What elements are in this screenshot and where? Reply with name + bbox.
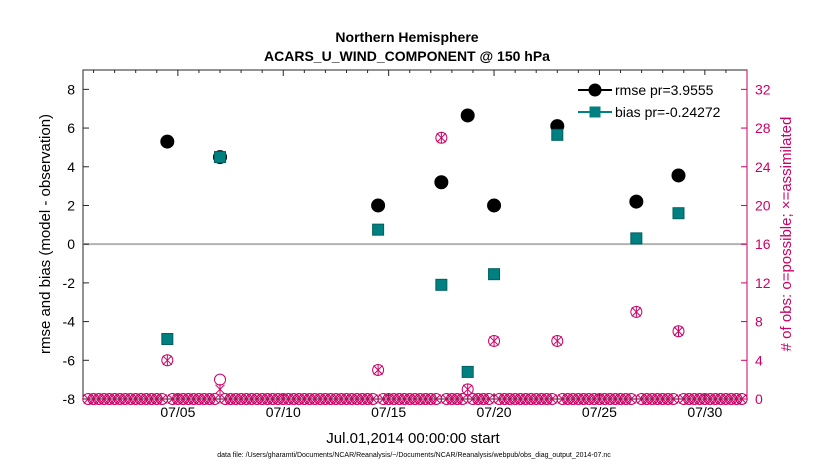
legend-rmse-label: rmse pr=3.9555 <box>615 82 714 98</box>
obs-assimilated-marker <box>668 394 679 404</box>
y-left-tick-label: -6 <box>63 352 76 368</box>
y-right-tick-label: 32 <box>755 81 771 97</box>
y-left-tick-label: -4 <box>63 314 76 330</box>
y-right-tick-label: 28 <box>755 120 771 136</box>
x-tick-label: 07/20 <box>477 404 512 420</box>
obs-assimilated-marker <box>547 394 557 404</box>
rmse-point <box>629 194 644 209</box>
x-tick-label: 07/05 <box>160 404 195 420</box>
y-left-tick-label: 0 <box>67 236 75 252</box>
y-right-tick-label: 4 <box>755 352 763 368</box>
legend: rmse pr=3.9555 bias pr=-0.24272 <box>572 75 738 125</box>
plot-area: 07/05 07/10 07/15 07/20 07/25 07/30 -8 -6 -4 -2 0 2… <box>63 69 771 420</box>
y-left-tick-label: 6 <box>67 120 75 136</box>
obs-assimilated-marker <box>457 394 468 404</box>
legend-bias-label: bias pr=-0.24272 <box>615 104 721 120</box>
rmse-point <box>371 198 386 213</box>
obs-assimilated-marker <box>157 394 167 404</box>
legend-rmse-marker-icon <box>588 83 602 97</box>
rmse-point <box>160 134 175 149</box>
obs-possible-marker <box>735 393 748 405</box>
rmse-point <box>671 168 686 183</box>
bias-point <box>461 365 474 378</box>
obs-assimilated-marker <box>367 394 378 404</box>
y-left-tick-label: 2 <box>67 197 75 213</box>
bias-point <box>551 128 564 141</box>
bias-point <box>214 151 227 164</box>
x-tick-label: 07/10 <box>266 404 301 420</box>
obs-assimilated-marker <box>209 394 220 404</box>
rmse-point <box>460 108 475 123</box>
y-right-tick-label: 12 <box>755 275 771 291</box>
x-tick-label: 07/15 <box>371 404 406 420</box>
legend-bias-marker-icon <box>589 106 601 118</box>
chart-title: Northern Hemisphere <box>335 29 478 45</box>
bias-point <box>161 333 174 346</box>
y-left-tick-label: 4 <box>67 159 75 175</box>
y-right-tick-label: 20 <box>755 197 771 213</box>
x-axis-label: Jul.01,2014 00:00:00 start <box>326 430 500 447</box>
y-left-tick-label: -8 <box>63 391 76 407</box>
bias-point <box>488 268 501 281</box>
y-right-tick-label: 0 <box>755 391 763 407</box>
bias-point <box>672 207 685 220</box>
data-file-footnote: data file: /Users/gharamti/Documents/NCA… <box>217 452 611 459</box>
y-right-tick-label: 8 <box>755 314 763 330</box>
bias-point <box>630 232 643 245</box>
y-left-tick-label: 8 <box>67 81 75 97</box>
y-left-tick-label: -2 <box>63 275 76 291</box>
obs-assimilated-marker <box>626 394 636 404</box>
x-tick-label: 07/25 <box>582 404 617 420</box>
chart-subtitle: ACARS_U_WIND_COMPONENT @ 150 hPa <box>264 48 550 64</box>
rmse-point <box>487 198 502 213</box>
y-axis-left-label: rmse and bias (model - observation) <box>37 114 54 354</box>
rmse-point <box>434 175 449 190</box>
x-tick-label: 07/30 <box>687 404 722 420</box>
obs-assimilated-marker <box>431 394 441 404</box>
y-right-tick-label: 16 <box>755 236 771 252</box>
bias-point <box>435 278 448 291</box>
y-right-tick-label: 24 <box>755 159 771 175</box>
y-axis-right-label: # of obs: o=possible; ×=assimilated <box>778 117 795 352</box>
obs-assimilated-marker <box>736 394 747 404</box>
obs-assimilated-marker <box>483 394 494 404</box>
bias-point <box>372 223 385 236</box>
